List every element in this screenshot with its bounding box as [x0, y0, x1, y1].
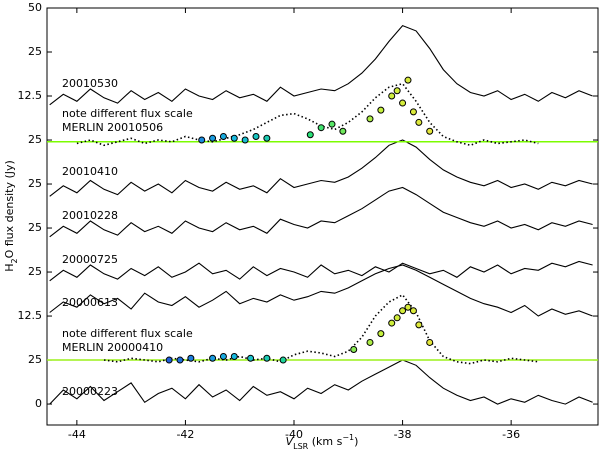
maser-spot	[230, 134, 238, 142]
y-tick-label: 25	[28, 265, 42, 278]
maser-spot	[409, 307, 417, 315]
maser-spot	[377, 106, 385, 114]
maser-spot	[317, 124, 325, 132]
maser-spot	[241, 136, 249, 144]
maser-spot	[350, 345, 358, 353]
maser-spot	[388, 319, 396, 327]
x-label-part: V	[286, 435, 295, 448]
x-label-part: (km s	[308, 435, 342, 448]
series-note: note different flux scale	[62, 327, 193, 340]
y-tick-label: 0	[35, 397, 42, 410]
spectrum	[49, 139, 593, 197]
maser-spot	[198, 136, 206, 144]
maser-spot	[377, 330, 385, 338]
y-label-part: H	[3, 264, 16, 272]
maser-spot	[339, 127, 347, 135]
y-tick-label: 25	[28, 353, 42, 366]
y-tick-label: 25	[28, 133, 42, 146]
y-axis-label: H2O flux density (Jy)	[3, 160, 19, 272]
maser-spot	[176, 356, 184, 364]
spectrum	[49, 359, 593, 405]
maser-spot	[209, 354, 217, 362]
spectrum	[49, 186, 593, 238]
maser-spot	[409, 108, 417, 116]
maser-spot	[247, 354, 255, 362]
plot-frame	[46, 7, 599, 426]
x-tick-label: -36	[502, 428, 520, 441]
maser-spot	[219, 353, 227, 361]
y-tick-label: 25	[28, 45, 42, 58]
x-label-part: −1	[342, 433, 354, 442]
x-axis-label: VLSR (km s−1)	[286, 433, 359, 451]
maser-spot	[393, 87, 401, 95]
series-label: 20010530	[62, 77, 118, 90]
y-tick-label: 25	[28, 221, 42, 234]
series-note: note different flux scale	[62, 107, 193, 120]
maser-spot	[404, 303, 412, 311]
maser-spot	[209, 134, 217, 142]
maser-spot	[165, 356, 173, 364]
maser-spot	[263, 354, 271, 362]
maser-spot	[415, 118, 423, 126]
spectrum	[49, 24, 593, 106]
series-label: 20010410	[62, 165, 118, 178]
maser-spot	[426, 338, 434, 346]
spectrum	[49, 264, 593, 317]
maser-spot	[404, 76, 412, 84]
series-label: 20000613	[62, 296, 118, 309]
maser-spot	[399, 307, 407, 315]
x-label-part: )	[354, 435, 358, 448]
spectrum	[49, 260, 593, 282]
y-tick-label: 12.5	[18, 89, 43, 102]
y-label-part: 2	[10, 258, 19, 263]
maser-spot	[328, 120, 336, 128]
series-label: MERLIN 20000410	[62, 341, 163, 354]
maser-spot	[306, 131, 314, 139]
y-label-part: O flux density (Jy)	[3, 160, 16, 258]
maser-spot	[393, 314, 401, 322]
maser-spot	[219, 132, 227, 140]
x-tick-label: -42	[176, 428, 194, 441]
maser-spot	[279, 356, 287, 364]
maser-spot	[366, 338, 374, 346]
y-tick-label: 25	[28, 177, 42, 190]
y-tick-label: 50	[28, 1, 42, 14]
maser-spot	[426, 127, 434, 135]
maser-spot	[388, 92, 396, 100]
x-tick-label: -40	[285, 428, 303, 441]
x-tick-label: -38	[394, 428, 412, 441]
x-tick-label: -44	[68, 428, 86, 441]
series-label: 20000223	[62, 385, 118, 398]
series-label: MERLIN 20010506	[62, 121, 163, 134]
dotted-spectrum	[103, 293, 539, 365]
series-label: 20010228	[62, 209, 118, 222]
maser-spot	[366, 115, 374, 123]
maser-spot	[252, 132, 260, 140]
maser-spot	[263, 134, 271, 142]
maser-spot	[415, 321, 423, 329]
maser-spot	[230, 353, 238, 361]
x-label-part: LSR	[293, 442, 309, 451]
maser-spot	[187, 354, 195, 362]
y-tick-label: 12.5	[18, 309, 43, 322]
maser-spot	[399, 99, 407, 107]
series-label: 20000725	[62, 253, 118, 266]
dotted-spectrum	[76, 82, 539, 147]
